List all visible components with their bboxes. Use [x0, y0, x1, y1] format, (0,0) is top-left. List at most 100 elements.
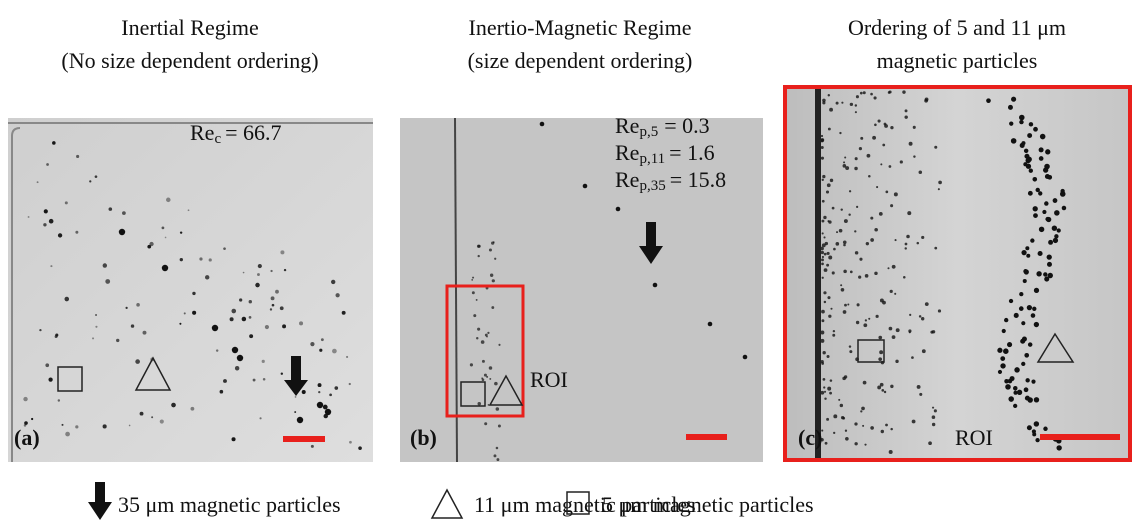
- particle: [856, 206, 858, 208]
- particle: [905, 247, 907, 249]
- particle: [1024, 149, 1028, 153]
- particle: [472, 277, 474, 279]
- particle: [865, 274, 869, 278]
- particle: [874, 228, 878, 232]
- particle: [332, 349, 337, 354]
- particle: [826, 264, 829, 267]
- particle: [471, 279, 473, 281]
- particle: [302, 390, 306, 394]
- particle: [828, 128, 831, 131]
- legend-text: 5 μm magnetic particles: [602, 492, 814, 517]
- particle: [1048, 240, 1053, 245]
- particle: [821, 310, 825, 314]
- particle: [37, 181, 39, 183]
- particle: [874, 272, 877, 275]
- particle: [259, 417, 261, 419]
- particle: [103, 263, 107, 267]
- particle: [44, 209, 48, 213]
- particle: [887, 267, 889, 269]
- particle: [892, 265, 896, 269]
- particle: [934, 146, 937, 149]
- particle: [472, 291, 475, 294]
- panel-label: (a): [14, 425, 40, 450]
- particle: [823, 386, 825, 388]
- particle: [162, 227, 165, 230]
- particle: [243, 272, 245, 274]
- particle: [1029, 169, 1033, 173]
- particle: [843, 240, 847, 244]
- particle: [864, 444, 866, 446]
- particle: [894, 192, 898, 196]
- panel-title: (size dependent ordering): [468, 48, 693, 73]
- particle: [928, 441, 932, 445]
- particle: [1044, 201, 1048, 205]
- particle: [824, 301, 826, 303]
- particle: [255, 283, 260, 288]
- particle: [828, 94, 830, 96]
- particle: [870, 217, 873, 220]
- particle: [253, 379, 256, 382]
- particle: [39, 329, 41, 331]
- particle: [900, 160, 903, 163]
- particle: [180, 258, 183, 261]
- particle: [843, 310, 847, 314]
- figure: Inertial Regime (No size dependent order…: [0, 0, 1132, 524]
- particle: [827, 387, 831, 391]
- particle: [870, 426, 874, 430]
- particle: [1057, 228, 1061, 232]
- particle: [265, 325, 269, 329]
- particle: [1033, 213, 1038, 218]
- particle: [919, 170, 923, 174]
- particle: [249, 316, 252, 319]
- particle: [854, 442, 857, 445]
- particle: [235, 366, 239, 370]
- particle: [318, 391, 320, 393]
- particle: [839, 132, 841, 134]
- particle: [336, 293, 340, 297]
- particle: [830, 308, 832, 310]
- particle: [919, 393, 922, 396]
- particle: [828, 315, 831, 318]
- particle: [151, 416, 153, 418]
- particle: [1034, 288, 1039, 293]
- particle: [191, 407, 195, 411]
- particle: [997, 348, 1002, 353]
- particle: [825, 442, 828, 445]
- particle: [832, 334, 835, 337]
- scale-bar: [1040, 434, 1120, 440]
- particle: [216, 349, 218, 351]
- particle: [876, 186, 878, 188]
- particle: [1019, 120, 1023, 124]
- particle: [854, 230, 856, 232]
- particle: [1043, 167, 1048, 172]
- particle: [848, 214, 850, 216]
- particle: [827, 296, 830, 299]
- particle: [1036, 188, 1040, 192]
- particle: [855, 111, 857, 113]
- particle: [122, 211, 126, 215]
- scale-bar: [686, 434, 727, 440]
- particle: [844, 375, 847, 378]
- particle: [859, 147, 862, 150]
- particle: [865, 319, 867, 321]
- legend-arrow: [88, 482, 112, 520]
- particle: [310, 342, 314, 346]
- particle: [836, 102, 839, 105]
- particle: [491, 242, 494, 245]
- particle: [921, 236, 924, 239]
- particle: [896, 328, 900, 332]
- particle: [192, 292, 195, 295]
- particle: [263, 378, 266, 381]
- particle: [895, 360, 898, 363]
- particle: [913, 155, 915, 157]
- particle: [878, 336, 882, 340]
- particle: [1054, 234, 1058, 238]
- particle: [65, 201, 68, 204]
- particle: [1032, 307, 1036, 311]
- particle: [833, 248, 836, 251]
- particle: [823, 236, 825, 238]
- particle: [821, 362, 824, 365]
- particle: [868, 318, 870, 320]
- particle: [876, 315, 879, 318]
- particle: [839, 229, 843, 233]
